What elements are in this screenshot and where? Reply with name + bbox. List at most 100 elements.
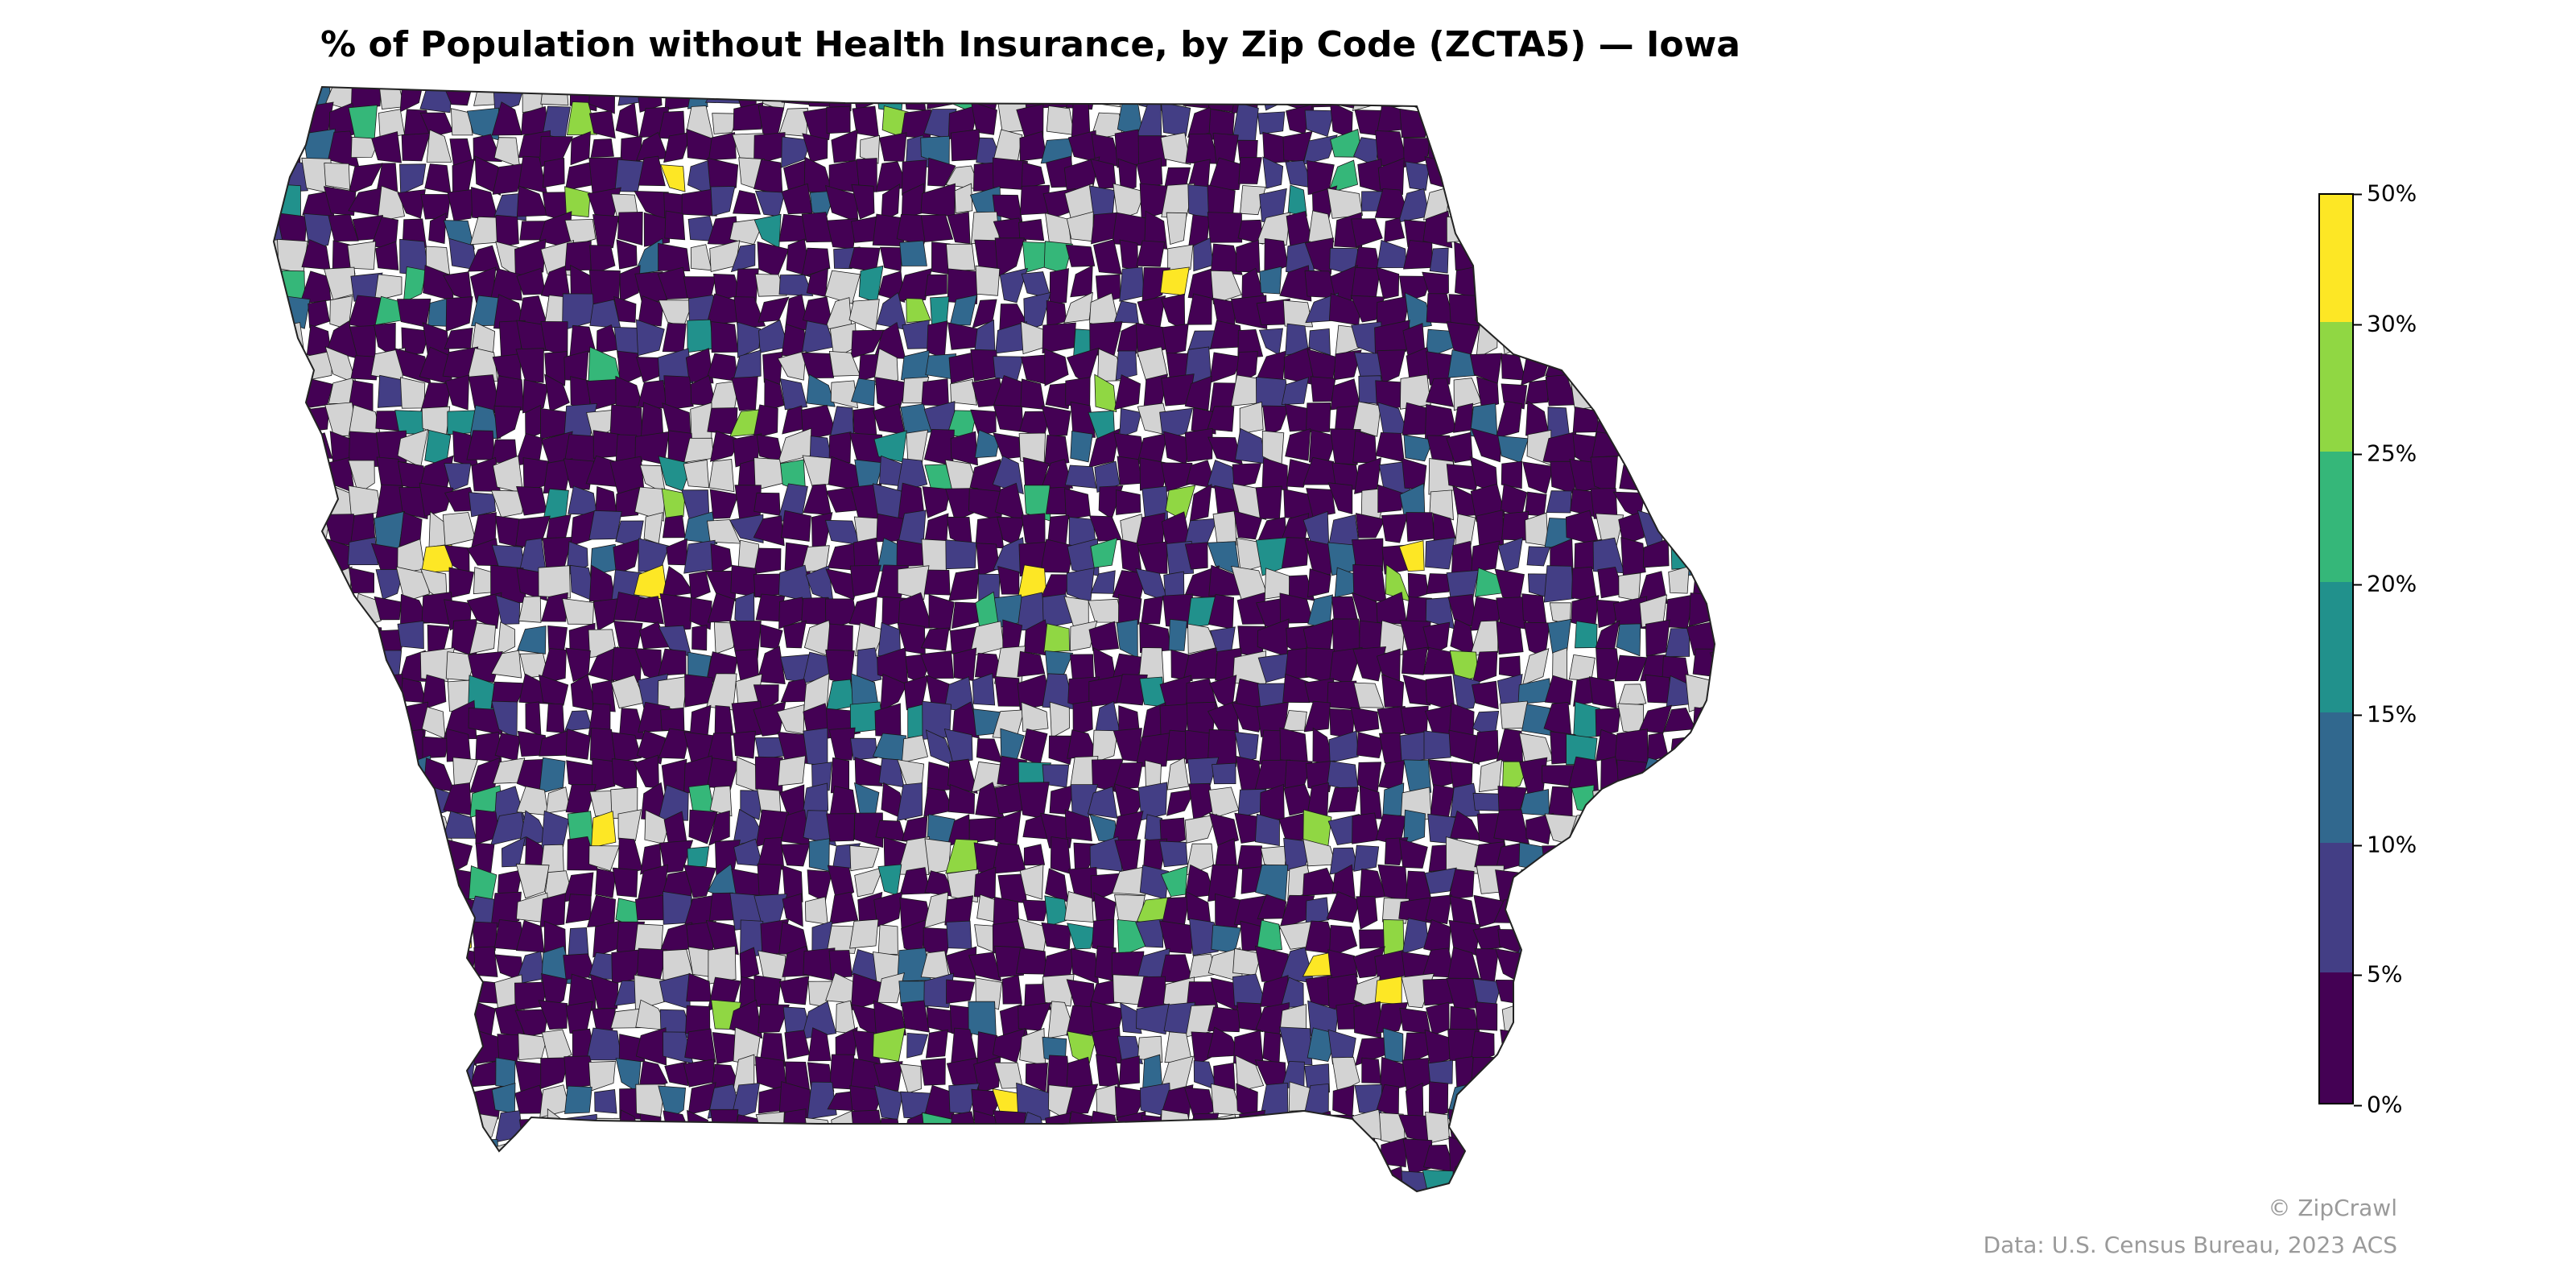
zip-region: [1690, 836, 1715, 867]
zip-region: [398, 918, 427, 947]
zip-region: [274, 786, 277, 820]
zip-region: [1018, 782, 1050, 819]
zip-region: [992, 1027, 1026, 1063]
zip-region: [299, 1059, 325, 1093]
zip-region: [660, 707, 685, 733]
zip-region: [327, 816, 354, 847]
zip-region: [1113, 728, 1142, 762]
zip-region: [1469, 159, 1505, 193]
credit-data-source: Data: U.S. Census Bureau, 2023 ACS: [1983, 1232, 2397, 1258]
zip-region: [1620, 537, 1646, 576]
zip-region: [691, 625, 708, 651]
zip-region: [394, 945, 430, 980]
zip-region: [1018, 1195, 1050, 1224]
zip-region: [1136, 157, 1163, 188]
zip-region: [896, 539, 925, 568]
zip-region: [352, 1167, 383, 1191]
zip-region: [992, 843, 1026, 874]
zip-region: [420, 974, 453, 1013]
zip-region: [1063, 291, 1093, 324]
zip-region: [1542, 1190, 1578, 1191]
zip-region: [778, 274, 814, 296]
zip-region: [1542, 212, 1572, 246]
zip-region: [1356, 731, 1385, 759]
zip-region: [301, 955, 329, 984]
zip-region: [493, 137, 521, 168]
zip-region: [1618, 572, 1641, 601]
zip-region: [328, 680, 351, 710]
zip-region: [1306, 87, 1335, 108]
zip-region: [733, 101, 764, 131]
zip-region: [634, 1137, 665, 1174]
zip-region: [354, 895, 384, 927]
zip-region: [657, 348, 694, 385]
zip-region: [1327, 786, 1359, 813]
zip-region: [803, 106, 833, 141]
zip-region: [1262, 1031, 1282, 1065]
zip-region: [589, 973, 619, 1009]
zip-region: [1567, 106, 1601, 141]
zip-region: [280, 87, 306, 107]
zip-region: [397, 189, 426, 219]
zip-region: [658, 242, 691, 272]
zip-region: [1517, 1113, 1545, 1146]
zip-region: [1668, 947, 1695, 979]
zip-region: [801, 1136, 831, 1175]
zip-region: [1641, 1140, 1669, 1175]
zip-region: [1618, 245, 1644, 272]
zip-region: [423, 918, 448, 952]
zip-region: [1662, 186, 1688, 213]
zip-region: [853, 1172, 883, 1191]
zip-region: [274, 866, 283, 902]
zip-region: [1595, 708, 1621, 737]
zip-region: [274, 701, 283, 740]
zip-region: [1375, 431, 1405, 463]
zip-region: [1189, 1164, 1215, 1191]
zip-region: [330, 866, 357, 899]
zip-region: [1667, 519, 1693, 543]
zip-region: [328, 620, 355, 654]
zip-region: [1715, 104, 1743, 130]
zip-region: [801, 212, 832, 243]
zip-region: [1688, 592, 1715, 627]
zip-region: [1620, 1034, 1648, 1066]
zip-region: [849, 564, 881, 597]
zip-region: [1185, 1195, 1216, 1224]
zip-region: [854, 1135, 881, 1174]
zip-region: [1662, 1029, 1688, 1063]
zip-region: [687, 87, 708, 109]
zip-region: [277, 1108, 305, 1141]
zip-region: [1637, 266, 1668, 305]
zip-region: [1447, 163, 1478, 196]
zip-region: [948, 568, 980, 601]
zip-region: [952, 701, 980, 739]
zip-region: [397, 810, 424, 843]
zip-region: [998, 1190, 1027, 1191]
zip-region: [1044, 895, 1068, 927]
zip-region: [395, 566, 430, 603]
zip-region: [1210, 243, 1243, 275]
zip-region: [1454, 242, 1476, 270]
zip-region: [999, 267, 1028, 303]
zip-region: [325, 1136, 354, 1174]
zip-region: [402, 865, 431, 902]
zip-region: [920, 627, 950, 651]
zip-region: [1398, 540, 1425, 572]
zip-region: [468, 492, 497, 518]
zip-region: [351, 1026, 382, 1063]
zip-region: [1042, 322, 1076, 354]
zip-region: [1143, 374, 1168, 411]
zip-region: [1064, 1173, 1096, 1191]
zip-region: [976, 738, 1003, 763]
zip-region: [595, 868, 617, 898]
zip-region: [1381, 674, 1405, 708]
zip-region: [1591, 382, 1623, 410]
zip-region: [758, 1004, 790, 1034]
zip-region: [801, 1001, 837, 1040]
zip-region: [1306, 782, 1329, 822]
zip-region: [802, 133, 828, 163]
zip-region: [1425, 537, 1455, 570]
zip-region: [349, 567, 375, 594]
zip-region: [1088, 598, 1123, 623]
zip-region: [1566, 264, 1598, 300]
